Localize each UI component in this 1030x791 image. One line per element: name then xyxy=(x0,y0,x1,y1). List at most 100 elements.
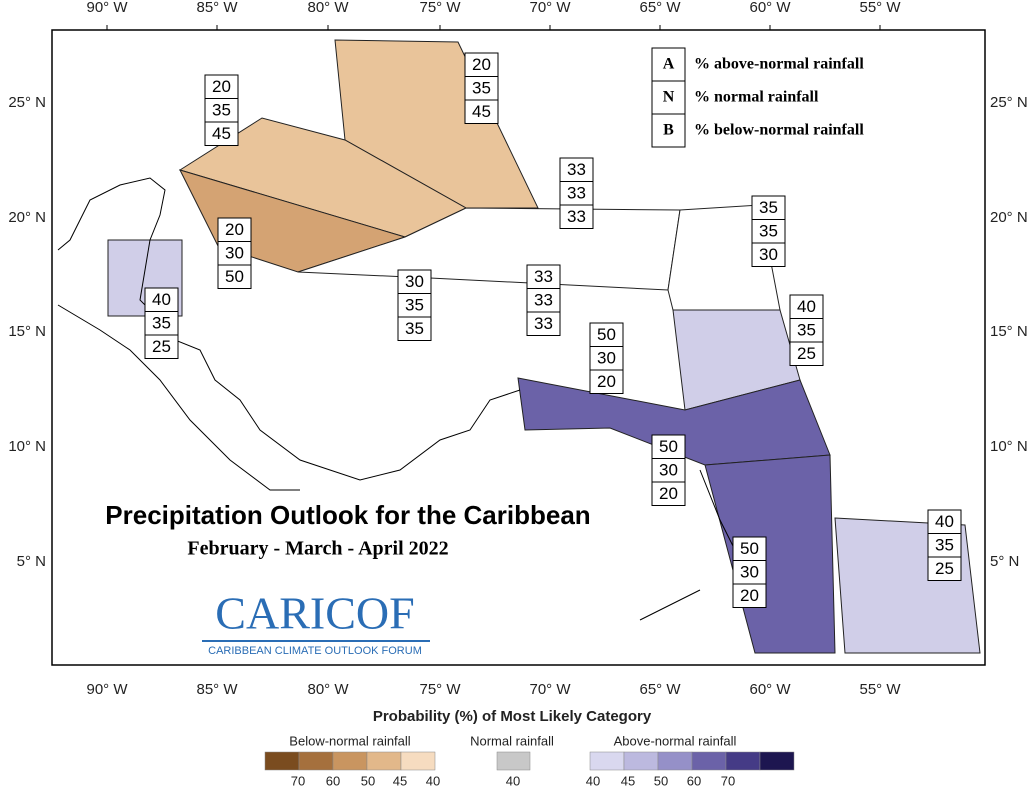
colorbar-tick: 40 xyxy=(426,773,440,788)
colorbar-tick: 70 xyxy=(291,773,305,788)
latitude-label: 25° N xyxy=(990,94,1028,111)
swatch xyxy=(657,751,693,771)
latitude-label: 5° N xyxy=(17,553,46,570)
region-value: 20 xyxy=(472,55,491,74)
value-box xyxy=(204,121,239,146)
logo-name: CARICOF xyxy=(215,588,414,639)
region-value: 20 xyxy=(659,484,678,503)
latitude-label: 15° N xyxy=(990,323,1028,340)
key-box xyxy=(651,113,686,148)
region-value: 50 xyxy=(740,539,759,558)
region-value: 30 xyxy=(405,272,424,291)
value-box xyxy=(397,316,432,341)
swatch xyxy=(332,751,368,771)
longitude-label: 55° W xyxy=(859,681,901,698)
colorbar-tick: 70 xyxy=(721,773,735,788)
swatch xyxy=(298,751,334,771)
region-value: 33 xyxy=(567,183,586,202)
swatch xyxy=(366,751,402,771)
key-box xyxy=(651,80,686,115)
colorbar-tick: 60 xyxy=(687,773,701,788)
region-value: 20 xyxy=(597,372,616,391)
value-box xyxy=(144,334,179,359)
region-value: 40 xyxy=(935,512,954,531)
value-box xyxy=(559,204,594,229)
region-value: 20 xyxy=(225,220,244,239)
logo-tagline: CARIBBEAN CLIMATE OUTLOOK FORUM xyxy=(208,645,422,657)
region-value: 35 xyxy=(935,535,954,554)
region-value: 50 xyxy=(225,267,244,286)
key-letter: A xyxy=(663,56,675,73)
colorbar-tick: 50 xyxy=(654,773,668,788)
colorbar-group: Above-normal rainfall xyxy=(614,733,737,748)
colorbar-tick: 50 xyxy=(361,773,375,788)
region-value: 35 xyxy=(472,78,491,97)
key-letter: B xyxy=(663,122,674,139)
map-subtitle: February - March - April 2022 xyxy=(187,538,448,560)
swatch xyxy=(400,751,436,771)
value-box xyxy=(789,341,824,366)
longitude-label: 75° W xyxy=(419,0,461,16)
region-value: 40 xyxy=(797,297,816,316)
colorbar-tick: 45 xyxy=(621,773,635,788)
latitude-label: 15° N xyxy=(8,323,46,340)
latitude-label: 25° N xyxy=(8,94,46,111)
value-box xyxy=(464,99,499,124)
latitude-label: 5° N xyxy=(990,553,1019,570)
region-value: 35 xyxy=(405,295,424,314)
latitude-label: 10° N xyxy=(8,438,46,455)
key-letter: N xyxy=(663,89,675,106)
longitude-label: 85° W xyxy=(196,0,238,16)
region-value: 45 xyxy=(212,124,231,143)
value-box xyxy=(927,556,962,581)
colorbar-tick: 60 xyxy=(326,773,340,788)
region-value: 25 xyxy=(935,559,954,578)
swatch xyxy=(691,751,727,771)
value-box xyxy=(589,369,624,394)
region-value: 30 xyxy=(659,460,678,479)
colorbar-tick: 40 xyxy=(506,773,520,788)
longitude-label: 55° W xyxy=(859,0,901,16)
longitude-label: 70° W xyxy=(529,681,571,698)
latitude-label: 10° N xyxy=(990,438,1028,455)
region-value: 33 xyxy=(567,160,586,179)
map-title: Precipitation Outlook for the Caribbean xyxy=(105,500,590,530)
colorbar-group: Normal rainfall xyxy=(470,733,554,748)
latitude-label: 20° N xyxy=(8,209,46,226)
longitude-label: 90° W xyxy=(86,681,128,698)
region-value: 30 xyxy=(597,348,616,367)
region-value: 35 xyxy=(212,100,231,119)
region-value: 35 xyxy=(759,198,778,217)
value-box xyxy=(751,242,786,267)
coastline xyxy=(57,177,741,621)
value-box xyxy=(526,311,561,336)
longitude-label: 80° W xyxy=(307,681,349,698)
region-value: 35 xyxy=(152,313,171,332)
longitude-label: 85° W xyxy=(196,681,238,698)
longitude-label: 90° W xyxy=(86,0,128,16)
swatch xyxy=(496,751,531,771)
region-value: 50 xyxy=(659,437,678,456)
region-value: 33 xyxy=(567,207,586,226)
colorbar-title: Probability (%) of Most Likely Category xyxy=(373,708,652,725)
region-value: 30 xyxy=(225,243,244,262)
region-value: 33 xyxy=(534,314,553,333)
key-text: % above-normal rainfall xyxy=(694,56,864,73)
longitude-label: 65° W xyxy=(639,681,681,698)
longitude-label: 60° W xyxy=(749,0,791,16)
key-text: % below-normal rainfall xyxy=(694,122,864,139)
longitude-label: 80° W xyxy=(307,0,349,16)
swatch xyxy=(759,751,795,771)
latitude-label: 20° N xyxy=(990,209,1028,226)
longitude-label: 70° W xyxy=(529,0,571,16)
region-value: 33 xyxy=(534,290,553,309)
colorbar-tick: 45 xyxy=(393,773,407,788)
value-box xyxy=(732,583,767,608)
swatch xyxy=(589,751,625,771)
region-value: 25 xyxy=(797,344,816,363)
region-value: 35 xyxy=(797,320,816,339)
value-box xyxy=(651,481,686,506)
longitude-label: 60° W xyxy=(749,681,791,698)
region-value: 35 xyxy=(405,319,424,338)
